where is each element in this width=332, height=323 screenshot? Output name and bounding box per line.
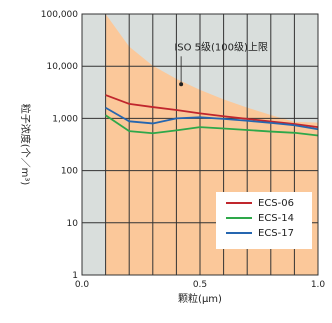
legend-label-ecs-14: ECS-14: [258, 213, 294, 224]
legend-label-ecs-17: ECS-17: [258, 228, 294, 239]
legend: ECS-06 ECS-14 ECS-17: [216, 192, 312, 249]
y-tick-label: 10,000: [47, 62, 79, 72]
y-tick-label: 1,000: [52, 114, 78, 124]
y-tick-label: 100: [61, 167, 78, 177]
y-axis-title: 粒子浓度(个／m³): [19, 104, 32, 186]
x-tick-label: 1.0: [311, 280, 326, 290]
x-tick-labels: 0.0 0.5 1.0: [75, 280, 326, 290]
y-tick-label: 10: [67, 219, 79, 229]
legend-label-ecs-06: ECS-06: [258, 198, 294, 209]
annotation-label: ISO 5级(100级)上限: [174, 41, 268, 53]
x-tick-label: 0.0: [75, 280, 90, 290]
x-axis-title: 颗粒(μm): [178, 292, 222, 305]
x-tick-label: 0.5: [193, 280, 207, 290]
y-tick-label: 100,000: [41, 10, 78, 20]
